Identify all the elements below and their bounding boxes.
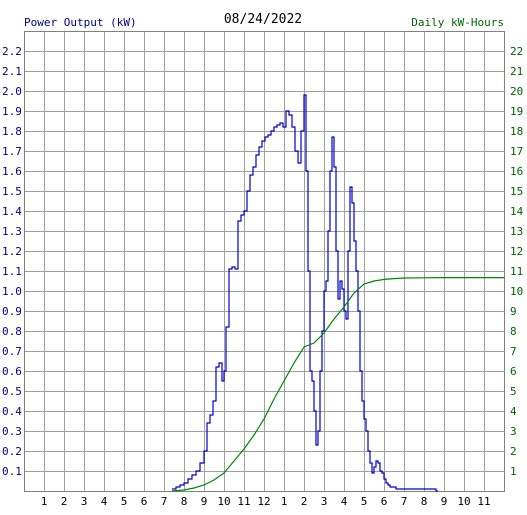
- right-tick-label: 22: [510, 45, 523, 58]
- chart-left-axis-label: Power Output (kW): [24, 16, 137, 29]
- right-tick-label: 20: [510, 85, 523, 98]
- left-tick-label: 0.3: [2, 425, 22, 438]
- left-tick-label: 1.2: [2, 245, 22, 258]
- tick-layer: 1 2 3 4 5 6 7 8 9 10 11 12 1 2 3 4 5 6 7 8 9 10 110.10.20.30.4…: [2, 45, 524, 508]
- x-tick-label: 2: [301, 495, 308, 508]
- left-tick-label: 1.3: [2, 225, 22, 238]
- x-tick-label: 6: [141, 495, 148, 508]
- left-tick-label: 1.6: [2, 165, 22, 178]
- right-tick-label: 12: [510, 245, 523, 258]
- right-tick-label: 2: [510, 445, 517, 458]
- left-tick-label: 1.0: [2, 285, 22, 298]
- x-tick-label: 6: [381, 495, 388, 508]
- right-tick-label: 4: [510, 405, 517, 418]
- x-tick-label: 11: [237, 495, 250, 508]
- left-tick-label: 1.7: [2, 145, 22, 158]
- chart-date-title: 08/24/2022: [224, 12, 302, 27]
- x-tick-label: 10: [217, 495, 230, 508]
- x-tick-label: 3: [321, 495, 328, 508]
- left-tick-label: 0.7: [2, 345, 22, 358]
- x-tick-label: 9: [441, 495, 448, 508]
- left-tick-label: 0.2: [2, 445, 22, 458]
- x-tick-label: 10: [457, 495, 470, 508]
- right-tick-label: 14: [510, 205, 524, 218]
- left-tick-label: 0.1: [2, 465, 22, 478]
- left-tick-label: 1.5: [2, 185, 22, 198]
- right-tick-label: 1: [510, 465, 517, 478]
- left-tick-label: 1.4: [2, 205, 22, 218]
- left-tick-label: 0.8: [2, 325, 22, 338]
- left-tick-label: 2.1: [2, 65, 22, 78]
- x-tick-label: 9: [201, 495, 208, 508]
- right-tick-label: 11: [510, 265, 523, 278]
- x-tick-label: 11: [477, 495, 490, 508]
- right-tick-label: 15: [510, 185, 523, 198]
- x-tick-label: 7: [161, 495, 168, 508]
- x-tick-label: 1: [281, 495, 288, 508]
- chart-right-axis-label: Daily kW-Hours: [411, 16, 504, 29]
- right-tick-label: 5: [510, 385, 517, 398]
- left-tick-label: 0.5: [2, 385, 22, 398]
- left-tick-label: 0.6: [2, 365, 22, 378]
- x-tick-label: 4: [341, 495, 348, 508]
- x-tick-label: 5: [361, 495, 368, 508]
- right-tick-label: 17: [510, 145, 523, 158]
- right-tick-label: 21: [510, 65, 523, 78]
- x-tick-label: 5: [121, 495, 128, 508]
- plot-frame: [24, 31, 505, 492]
- power-output-line: [172, 94, 438, 492]
- x-tick-label: 7: [401, 495, 408, 508]
- left-tick-label: 0.9: [2, 305, 22, 318]
- x-tick-label: 1: [41, 495, 48, 508]
- x-tick-label: 3: [81, 495, 88, 508]
- x-tick-label: 4: [101, 495, 108, 508]
- grid-layer: [24, 31, 505, 492]
- left-tick-label: 1.1: [2, 265, 22, 278]
- right-tick-label: 7: [510, 345, 517, 358]
- left-tick-label: 1.9: [2, 105, 22, 118]
- x-tick-label: 8: [421, 495, 428, 508]
- right-tick-label: 9: [510, 305, 517, 318]
- series-layer: [171, 94, 504, 492]
- left-tick-label: 2.2: [2, 45, 22, 58]
- right-tick-label: 19: [510, 105, 523, 118]
- right-tick-label: 16: [510, 165, 523, 178]
- right-tick-label: 13: [510, 225, 523, 238]
- x-tick-label: 2: [61, 495, 68, 508]
- x-tick-label: 12: [257, 495, 270, 508]
- left-tick-label: 0.4: [2, 405, 22, 418]
- left-tick-label: 2.0: [2, 85, 22, 98]
- right-tick-label: 10: [510, 285, 523, 298]
- left-tick-label: 1.8: [2, 125, 22, 138]
- right-tick-label: 8: [510, 325, 517, 338]
- right-tick-label: 18: [510, 125, 523, 138]
- right-tick-label: 6: [510, 365, 517, 378]
- x-tick-label: 8: [181, 495, 188, 508]
- right-tick-label: 3: [510, 425, 517, 438]
- daily-kwh-line: [171, 277, 504, 492]
